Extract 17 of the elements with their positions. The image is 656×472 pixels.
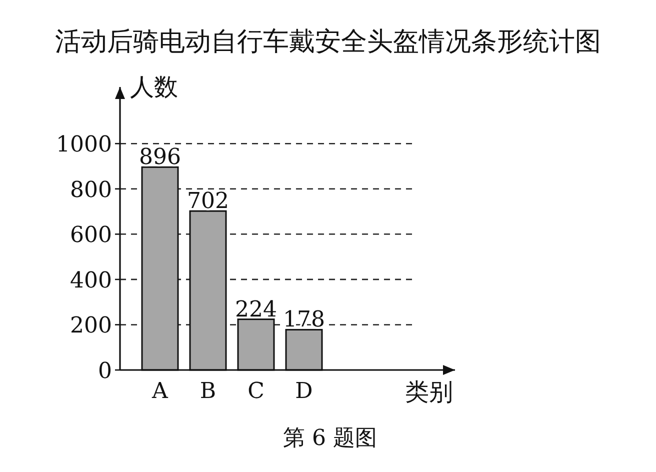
data-label: 896 [139,145,181,170]
xlabel: 类别 [405,378,453,406]
data-label: 702 [187,189,229,214]
ytick: 600 [70,223,112,248]
xtick: C [248,379,264,404]
xtick: A [152,379,168,404]
ytick: 0 [98,359,112,384]
ytick: 1000 [56,132,112,158]
ytick: 400 [70,268,112,294]
ytick: 200 [70,314,112,339]
title: 活动后骑电动自行车戴安全头盔情况条形统计图 [55,27,601,57]
annotation: 第 6 题图 [283,426,377,451]
ylabel: 人数 [130,73,178,101]
xtick: B [200,379,216,404]
xtick: D [295,379,313,404]
data-label: 224 [235,297,277,322]
ytick: 800 [70,178,112,203]
